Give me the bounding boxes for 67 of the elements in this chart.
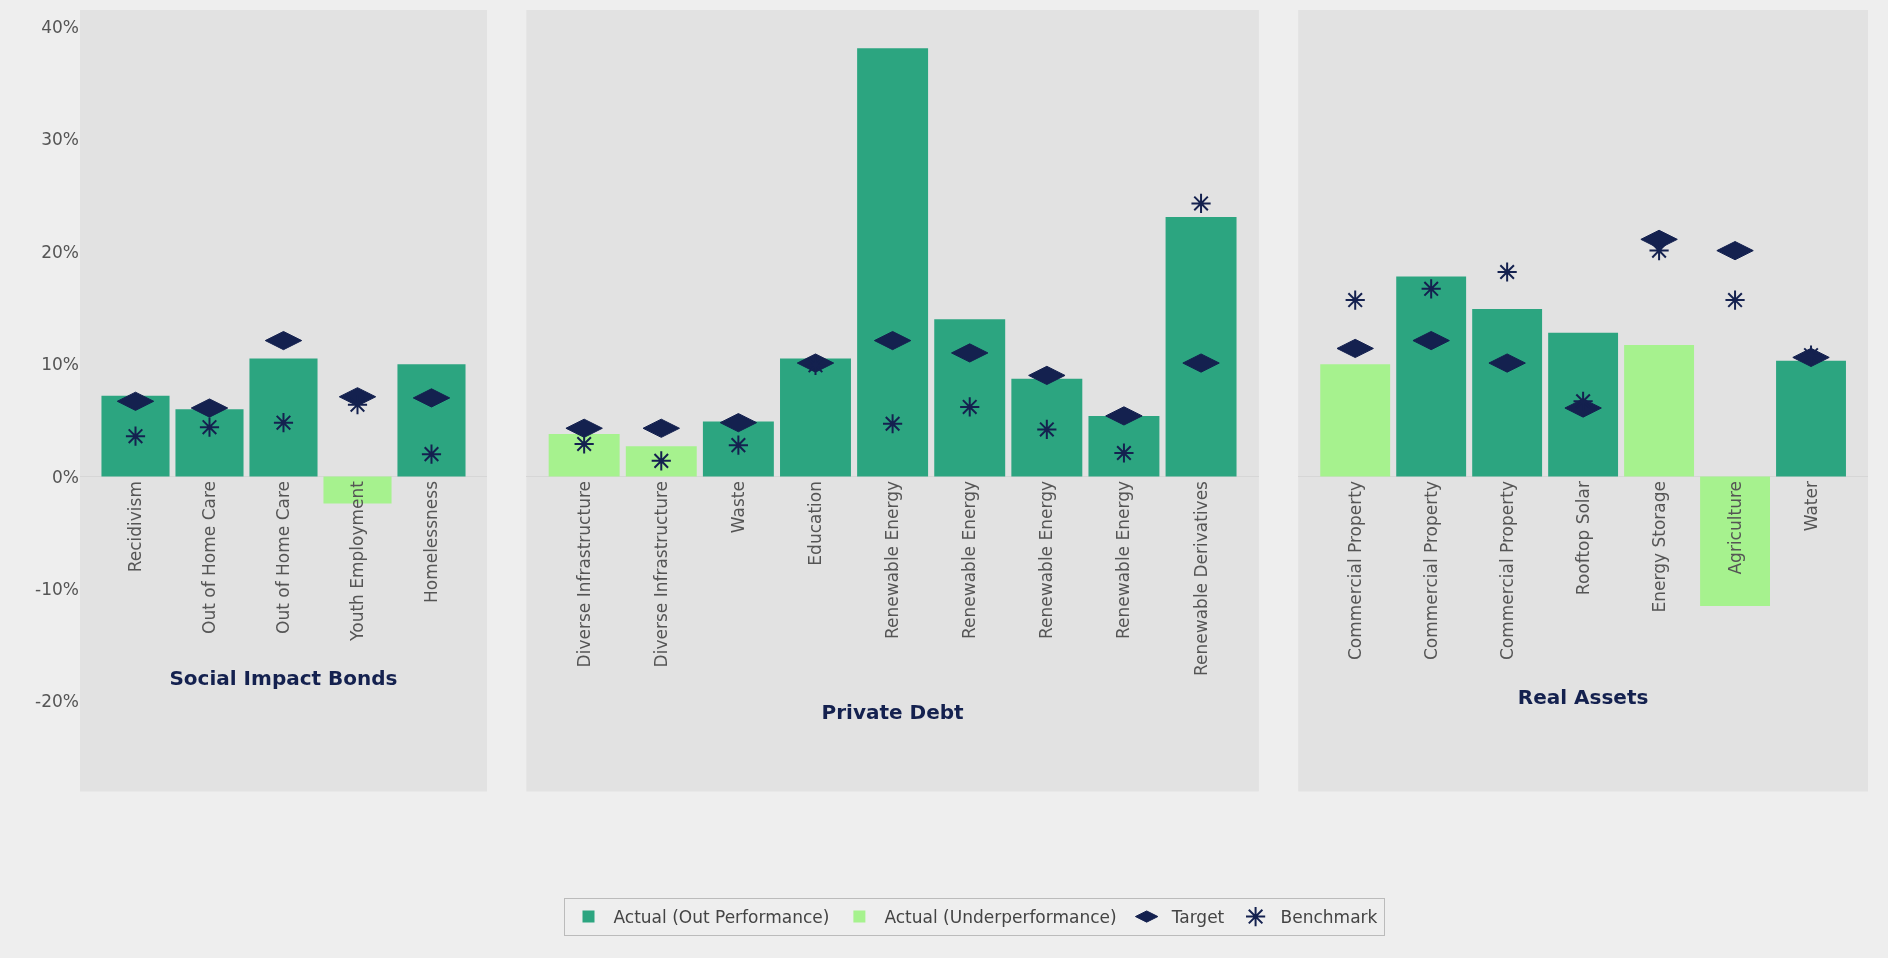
x-tick-label: Renewable Energy (959, 481, 980, 639)
bar (625, 446, 697, 477)
point (1344, 289, 1366, 311)
bar (1011, 378, 1083, 477)
bar (175, 409, 244, 477)
x-tick-label: Youth Employment (347, 480, 368, 642)
x-tick-label: Rooftop Solar (1572, 481, 1593, 596)
bar (1396, 276, 1467, 477)
x-tick-label: Renewable Energy (882, 481, 903, 639)
x-tick-label: Commercial Property (1420, 481, 1441, 661)
x-axis-title: Private Debt (821, 700, 965, 725)
x-tick-label: Recidivism (125, 481, 146, 573)
point (882, 413, 904, 435)
bar (548, 433, 620, 477)
bar (1624, 345, 1695, 477)
x-tick-label: Commercial Property (1496, 481, 1517, 661)
y-tick-label: 40% (41, 16, 79, 37)
y-tick-label: 20% (41, 241, 79, 262)
bar (1320, 364, 1391, 477)
y-tick-label: -10% (35, 579, 79, 599)
x-tick-label: Out of Home Care (273, 481, 294, 634)
x-axis-title: Real Assets (1517, 684, 1649, 709)
y-tick-label: 0% (52, 466, 79, 487)
point (959, 396, 981, 418)
x-tick-label: Diverse Infrastructure (573, 481, 594, 668)
y-tick-label: 30% (41, 129, 79, 150)
legend-label: Actual (Out Performance) (613, 907, 830, 928)
x-tick-label: Renewable Derivatives (1190, 480, 1211, 676)
x-tick-label: Out of Home Care (199, 481, 220, 634)
bar (1548, 332, 1619, 477)
point (272, 412, 295, 434)
point (420, 443, 443, 465)
bar (1776, 360, 1846, 477)
bar (1165, 216, 1237, 477)
bar (1472, 309, 1543, 477)
x-tick-label: Energy Storage (1648, 481, 1669, 613)
x-tick-label: Education (805, 481, 826, 566)
point (1420, 278, 1442, 300)
point (1724, 289, 1746, 311)
x-tick-label: Renewable Energy (1036, 481, 1057, 639)
bar (1700, 476, 1770, 606)
x-tick-label: Water (1800, 481, 1821, 532)
bar (397, 364, 466, 477)
x-tick-label: Diverse Infrastructure (650, 481, 671, 668)
bar (1088, 415, 1160, 477)
bar (101, 395, 170, 477)
bar (857, 48, 929, 477)
x-tick-label: Waste (727, 481, 748, 534)
point (1190, 192, 1212, 214)
bar (934, 319, 1006, 477)
bar (249, 358, 318, 477)
x-tick-label: Homelessness (421, 480, 442, 604)
bar (702, 421, 774, 477)
legend-label: Benchmark (1280, 907, 1378, 928)
legend-label: Target (1170, 907, 1225, 928)
x-tick-label: Commercial Property (1344, 481, 1365, 661)
x-tick-label: Agriculture (1724, 481, 1745, 575)
y-tick-label: 10% (41, 354, 79, 375)
x-axis-title: Social Impact Bonds (169, 666, 398, 691)
point (198, 416, 221, 438)
legend-label: Actual (Underperformance) (884, 907, 1117, 928)
y-tick-label: -20% (35, 691, 79, 712)
point (1496, 261, 1518, 283)
point (573, 433, 595, 455)
x-tick-label: Renewable Energy (1113, 481, 1134, 639)
bar (780, 358, 851, 477)
point (1036, 418, 1058, 440)
